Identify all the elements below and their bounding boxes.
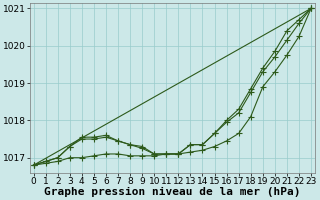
X-axis label: Graphe pression niveau de la mer (hPa): Graphe pression niveau de la mer (hPa): [44, 187, 300, 197]
